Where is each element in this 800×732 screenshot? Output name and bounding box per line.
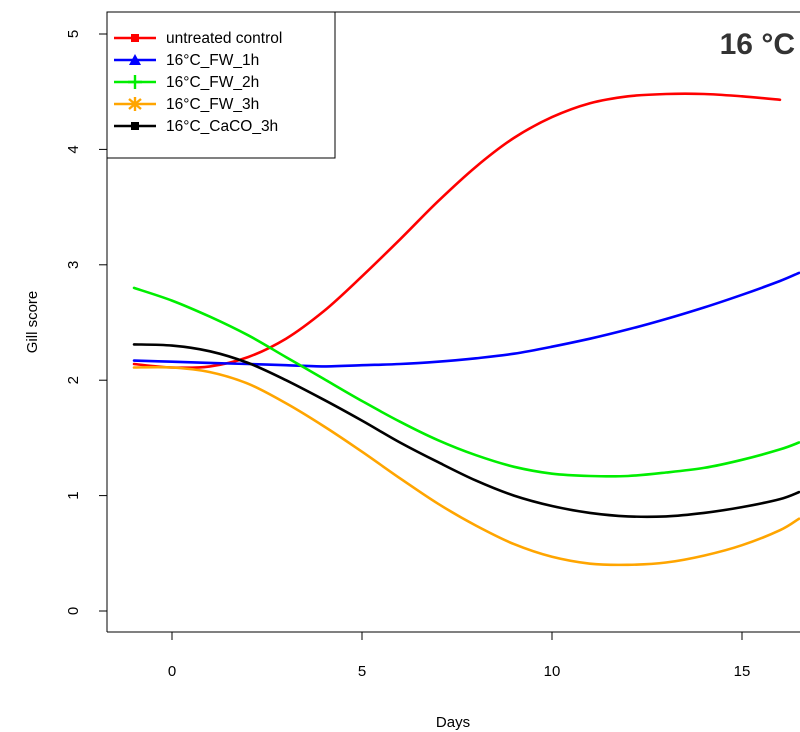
- y-tick-label: 3: [65, 261, 82, 269]
- legend-box: [106, 11, 336, 159]
- legend-marker-square: [131, 122, 139, 130]
- x-axis-title: Days: [436, 714, 470, 731]
- legend-item: 16°C_FW_1h: [114, 52, 259, 69]
- legend-item: untreated control: [114, 30, 282, 47]
- legend-label: 16°C_FW_3h: [166, 96, 259, 113]
- legend-marker-square: [131, 34, 139, 42]
- legend-item: 16°C_FW_3h: [114, 96, 259, 113]
- legend-item: 16°C_CaCO_3h: [114, 118, 278, 135]
- y-tick-label: 2: [65, 376, 82, 384]
- x-tick-label: 15: [734, 663, 751, 680]
- y-tick-label: 4: [65, 145, 82, 153]
- legend-label: 16°C_FW_2h: [166, 74, 259, 91]
- x-tick-label: 0: [168, 663, 176, 680]
- legend-label: 16°C_FW_1h: [166, 52, 259, 69]
- series-layer: [132, 92, 800, 567]
- y-axis-title: Gill score: [24, 291, 41, 354]
- corner-label: 16 °C: [720, 28, 795, 61]
- legend: untreated control 16°C_FW_1h 16°C_FW_2h 16°…: [106, 11, 336, 159]
- x-tick-label: 5: [358, 663, 366, 680]
- legend-marker-triangle: [129, 54, 141, 65]
- series-line-3: [132, 286, 800, 478]
- legend-label: 16°C_CaCO_3h: [166, 118, 278, 135]
- series-line-4: [132, 365, 800, 567]
- legend-item: 16°C_FW_2h: [114, 74, 259, 91]
- legend-items: untreated control 16°C_FW_1h 16°C_FW_2h 16°…: [114, 30, 282, 135]
- x-tick-label: 10: [544, 663, 561, 680]
- series-line-5: [132, 343, 800, 519]
- y-tick-label: 0: [65, 607, 82, 615]
- y-tick-label: 5: [65, 30, 82, 38]
- legend-marker-plus: [128, 75, 142, 89]
- series-line-2: [132, 271, 800, 368]
- axes: 0 5 10 15 0 1 2 3 4 5: [65, 30, 750, 680]
- legend-marker-asterisk: [128, 97, 142, 111]
- y-tick-label: 1: [65, 491, 82, 499]
- legend-label: untreated control: [166, 30, 282, 47]
- series-line-1: [132, 92, 782, 370]
